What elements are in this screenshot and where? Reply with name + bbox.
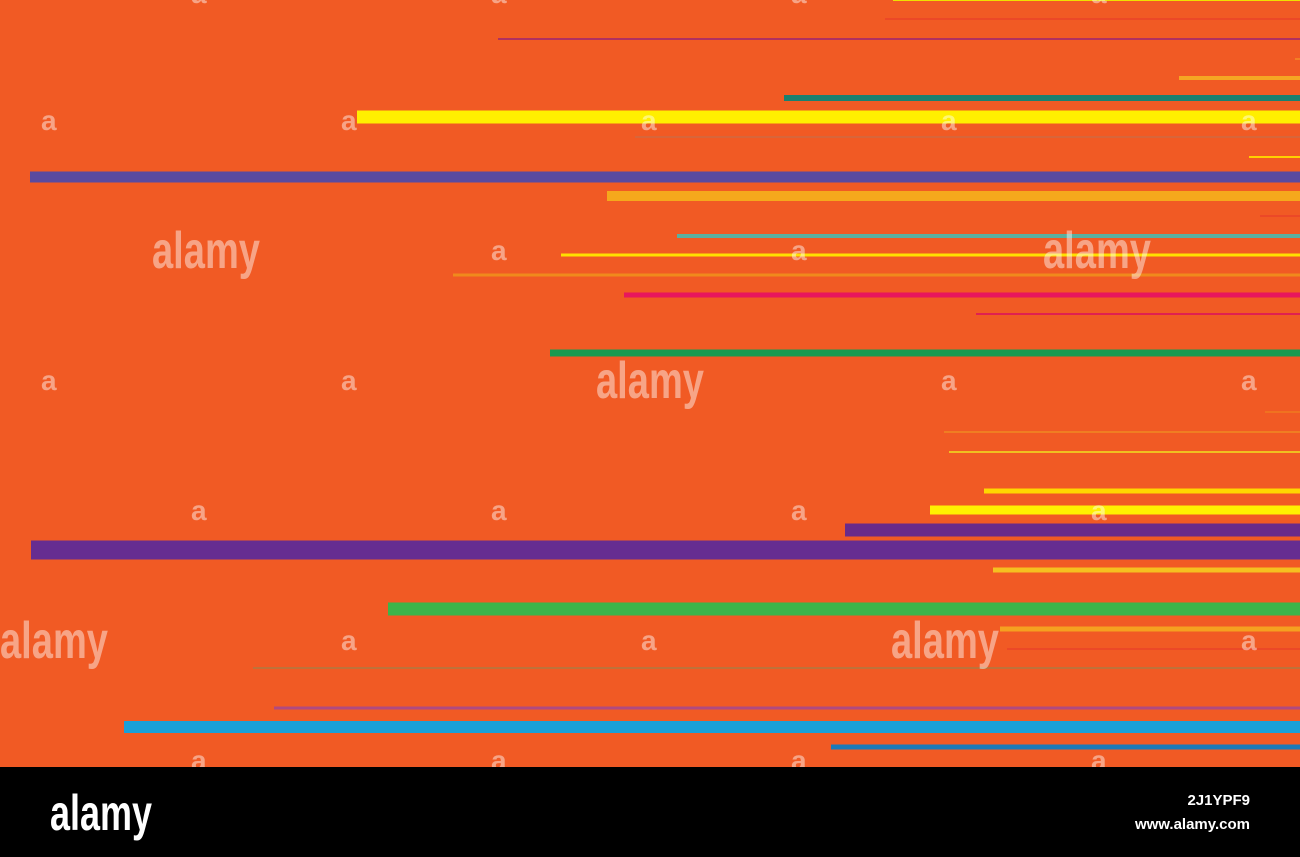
watermark-letter: a <box>1241 365 1257 396</box>
footer-url: www.alamy.com <box>1134 816 1250 833</box>
watermark-logo: alamy <box>891 612 999 670</box>
watermark-letter: a <box>941 365 957 396</box>
stripe <box>949 451 1300 453</box>
stripe <box>885 18 1300 20</box>
stripe <box>274 706 1300 710</box>
watermark-letter: a <box>641 105 657 136</box>
stripe <box>624 292 1300 298</box>
stripe <box>388 602 1300 616</box>
stripe <box>1000 626 1300 632</box>
background <box>0 0 1300 767</box>
stripe <box>845 523 1300 537</box>
stripe <box>993 567 1300 573</box>
stripe <box>550 349 1300 357</box>
stripe <box>1007 648 1300 650</box>
watermark-letter: a <box>791 495 807 526</box>
stripe <box>1260 215 1300 217</box>
watermark-letter: a <box>41 365 57 396</box>
watermark-letter: a <box>941 105 957 136</box>
stripe <box>30 171 1300 183</box>
stripe <box>253 667 1300 669</box>
stripe <box>357 110 1300 124</box>
stripe <box>677 234 1300 238</box>
watermarks: alamy alamy alamy alamy alamy a a a a a a a a a a a a a a a… <box>0 0 1257 776</box>
watermark-logo: alamy <box>0 612 108 670</box>
watermark-letter: a <box>491 495 507 526</box>
watermark-logo: alamy <box>1043 222 1151 280</box>
watermark-letter: a <box>41 105 57 136</box>
stripe <box>1295 58 1300 60</box>
stripe <box>498 38 1300 40</box>
stripe <box>607 191 1300 201</box>
stripe <box>561 253 1300 257</box>
stripe <box>930 505 1300 515</box>
watermark-letter: a <box>1241 105 1257 136</box>
stripe <box>453 273 1300 277</box>
stripe <box>635 136 1300 138</box>
stripe <box>944 431 1300 433</box>
watermark-letter: a <box>791 0 807 9</box>
watermark-letter: a <box>341 625 357 656</box>
watermark-letter: a <box>1091 495 1107 526</box>
stripe <box>784 95 1300 101</box>
image-id: 2J1YPF9 <box>1187 792 1250 809</box>
stripe <box>893 0 1300 1</box>
stripe <box>976 313 1300 315</box>
stripe <box>1249 156 1300 158</box>
watermark-letter: a <box>191 495 207 526</box>
stripes <box>30 0 1300 750</box>
stripe <box>1265 411 1300 413</box>
watermark-letter: a <box>1241 625 1257 656</box>
stripe <box>984 488 1300 494</box>
stripe <box>124 721 1300 733</box>
stripe <box>831 744 1300 750</box>
footer-logo: alamy <box>50 785 152 841</box>
watermark-letter: a <box>341 365 357 396</box>
watermark-letter: a <box>341 105 357 136</box>
footer-bar <box>0 767 1300 857</box>
stripe <box>1179 76 1300 80</box>
watermark-letter: a <box>491 0 507 9</box>
watermark-letter: a <box>791 235 807 266</box>
watermark-letter: a <box>1091 0 1107 9</box>
watermark-logo: alamy <box>596 352 704 410</box>
watermark-letter: a <box>491 235 507 266</box>
watermark-logo: alamy <box>152 222 260 280</box>
watermark-letter: a <box>191 0 207 9</box>
stripe <box>31 540 1300 560</box>
watermark-letter: a <box>641 625 657 656</box>
